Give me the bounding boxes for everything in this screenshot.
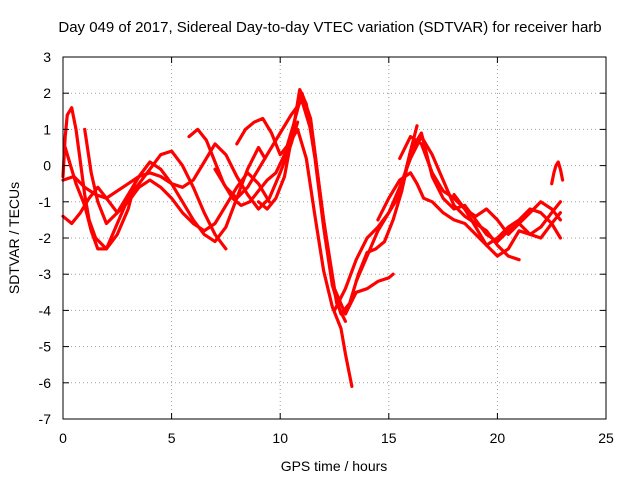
y-tick-label: 3 <box>43 49 51 65</box>
x-tick-label: 0 <box>59 430 67 446</box>
series-track-9 <box>256 87 419 316</box>
y-tick-label: -5 <box>39 339 52 355</box>
y-tick-label: -1 <box>39 194 52 210</box>
series-track-11 <box>354 131 563 283</box>
y-axis-label: SDTVAR / TECUs <box>6 182 22 294</box>
series-track-14 <box>452 193 563 258</box>
series-track-10 <box>332 135 521 312</box>
series-track-12 <box>376 171 563 247</box>
tick-layer: -7 -6 -5 -4 -3 -2 -1 0 1 2 3 0 5 10 15 20 25 <box>39 49 614 446</box>
y-tick-label: -6 <box>39 375 52 391</box>
grid-layer <box>63 57 606 419</box>
series-track-7 <box>213 98 395 316</box>
series-track-15 <box>550 160 565 186</box>
x-axis-label: GPS time / hours <box>281 458 388 474</box>
series-track-13 <box>398 135 563 236</box>
series-track-4 <box>61 106 137 251</box>
x-tick-label: 20 <box>490 430 506 446</box>
x-tick-label: 25 <box>598 430 614 446</box>
series-track-5 <box>83 127 267 244</box>
x-tick-label: 5 <box>168 430 176 446</box>
y-tick-label: -3 <box>39 266 52 282</box>
series-layer <box>61 87 565 388</box>
series-track-8 <box>235 116 354 388</box>
y-tick-label: -7 <box>39 411 52 427</box>
chart-title: Day 049 of 2017, Sidereal Day-to-day VTE… <box>58 19 601 36</box>
plot-frame <box>62 56 607 420</box>
y-tick-label: 0 <box>43 158 51 174</box>
x-tick-label: 10 <box>272 430 288 446</box>
x-tick-label: 15 <box>381 430 397 446</box>
y-tick-label: -2 <box>39 230 52 246</box>
y-tick-label: 1 <box>43 121 51 137</box>
y-tick-label: -4 <box>39 302 52 318</box>
y-tick-label: 2 <box>43 85 51 101</box>
